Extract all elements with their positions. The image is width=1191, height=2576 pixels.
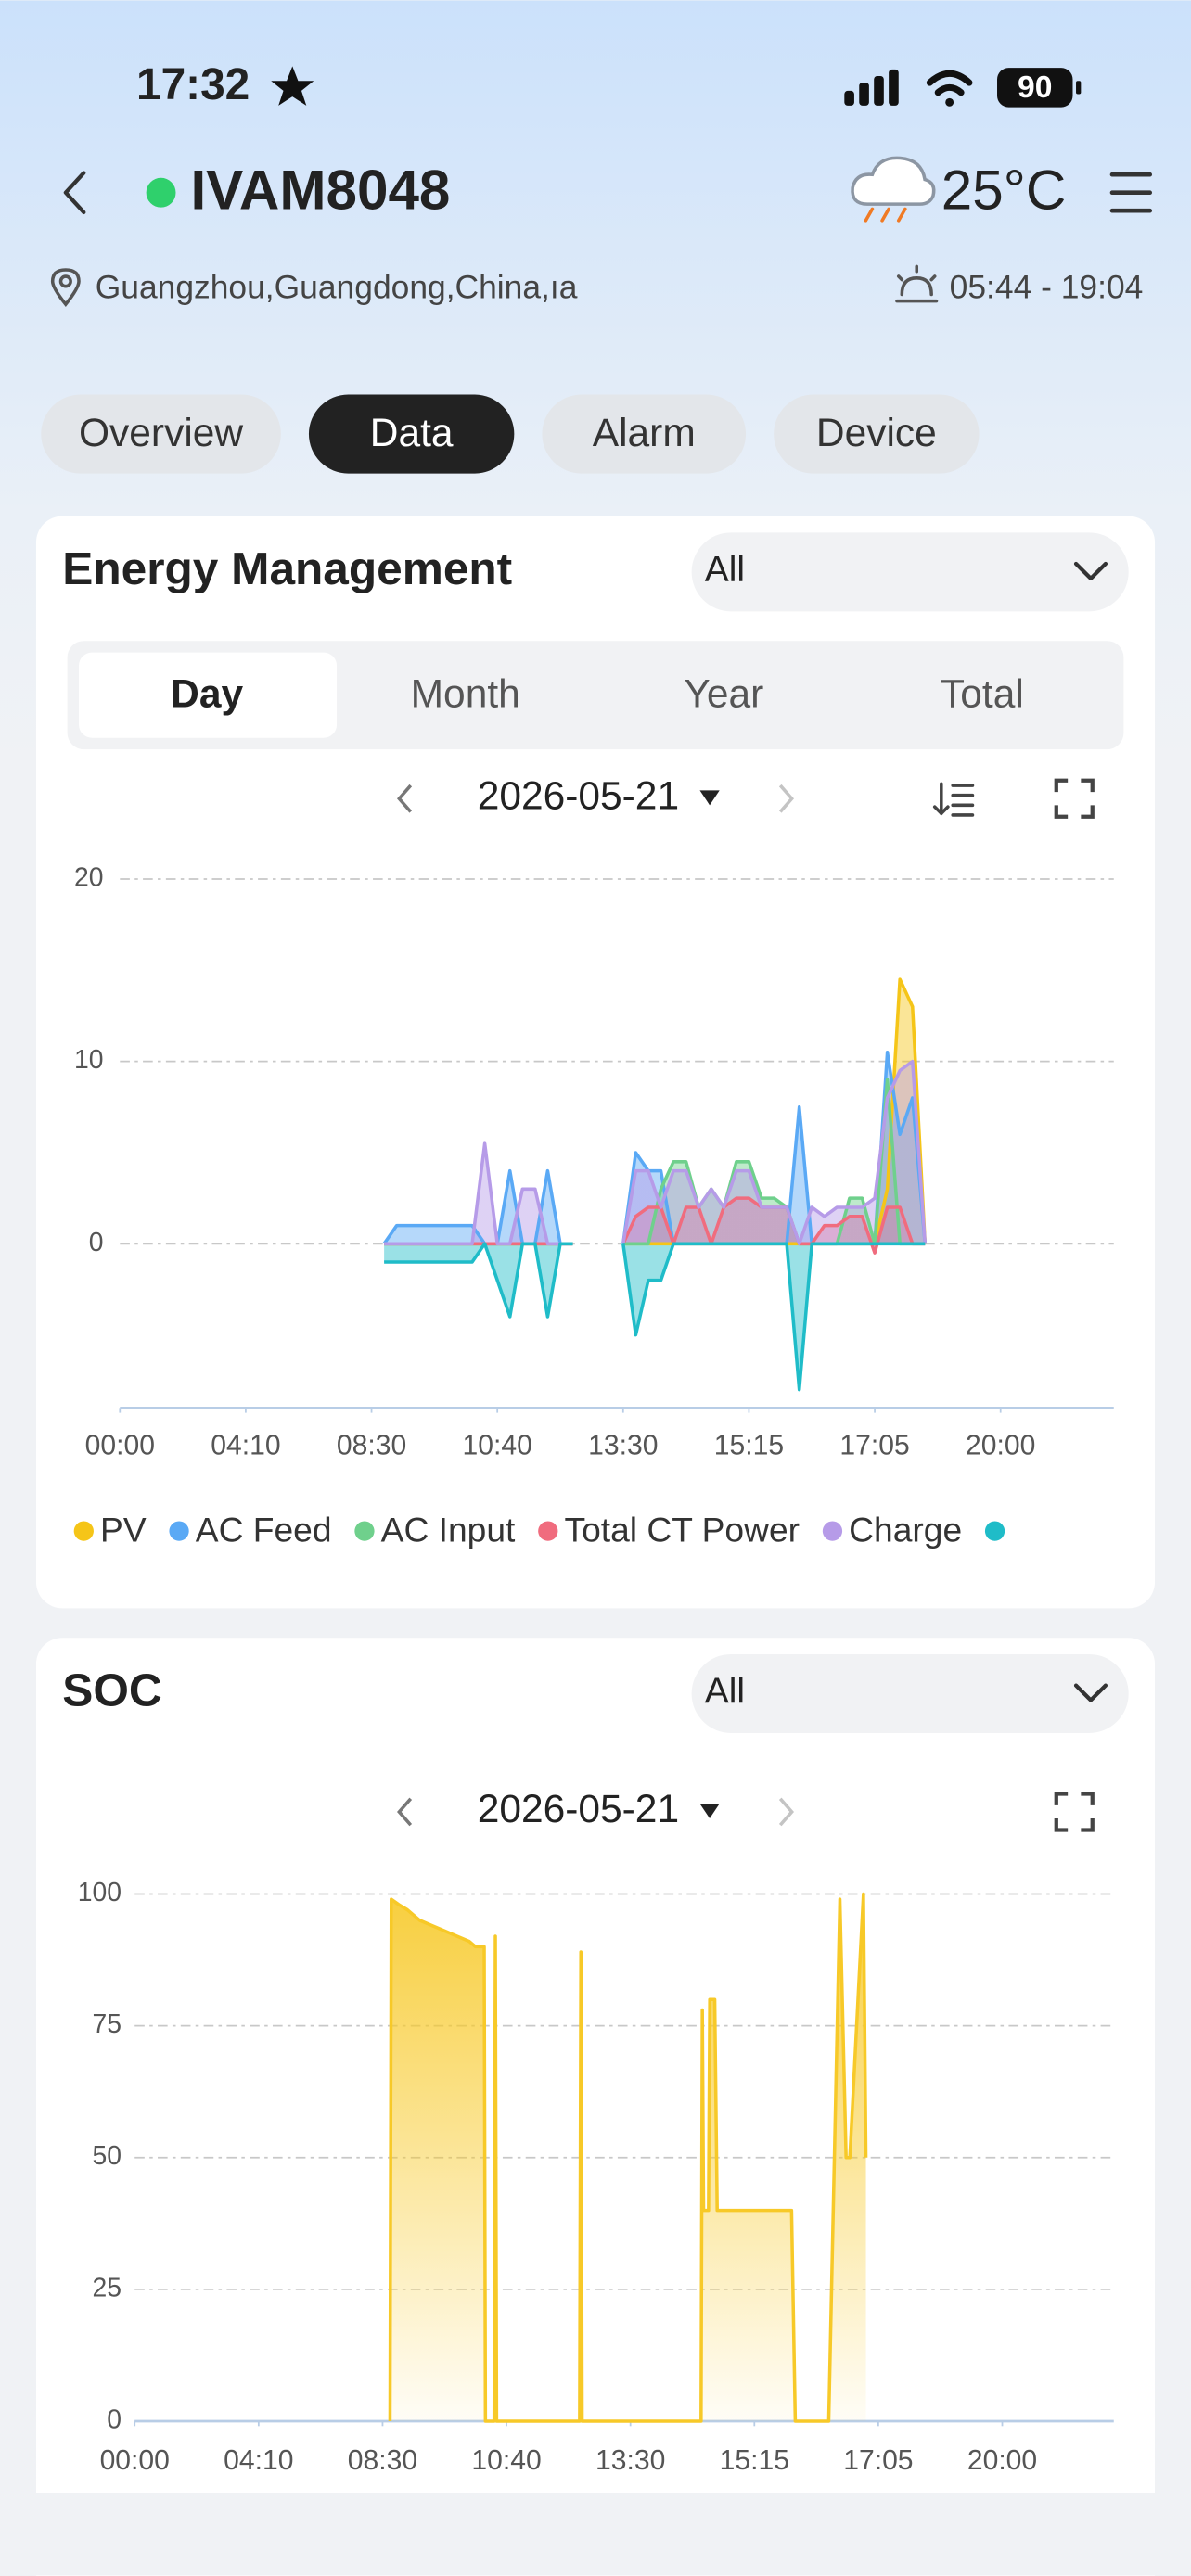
y-tick-label: 10 <box>74 1045 104 1075</box>
legend-label[interactable]: Charge <box>849 1511 962 1549</box>
x-tick-label: 04:10 <box>211 1431 280 1461</box>
legend-label[interactable]: Total CT Power <box>565 1511 800 1549</box>
area-fill <box>390 1894 866 2422</box>
y-tick-label: 75 <box>93 2009 122 2039</box>
x-tick-label: 04:10 <box>224 2445 293 2476</box>
x-tick-label: 00:00 <box>100 2445 170 2476</box>
y-tick-label: 100 <box>78 1878 122 1907</box>
wifi-icon <box>926 70 973 107</box>
prev-date[interactable] <box>397 784 413 813</box>
tab-label: Alarm <box>593 412 696 455</box>
y-tick-label: 0 <box>89 1228 104 1257</box>
period-tabs: Day Month Year Total <box>79 652 1024 738</box>
filter-dropdown[interactable] <box>691 1653 1129 1733</box>
tab-label: Device <box>816 412 937 455</box>
filter-value: All <box>705 550 745 590</box>
legend-marker[interactable] <box>538 1521 558 1541</box>
next-date[interactable] <box>778 1797 794 1827</box>
battery-icon <box>997 68 1073 108</box>
fullscreen-button[interactable] <box>1054 1792 1095 1832</box>
x-tick-label: 17:05 <box>839 1431 909 1461</box>
x-tick-label: 15:15 <box>720 2445 789 2476</box>
card-title: SOC <box>62 1664 161 1716</box>
x-tick-label: 20:00 <box>966 1431 1035 1461</box>
tab[interactable] <box>774 394 980 474</box>
y-tick-label: 50 <box>93 2141 122 2171</box>
card <box>35 1638 1156 2576</box>
y-tick-label: 20 <box>74 862 104 892</box>
bottom-area <box>0 2493 1191 2576</box>
date-picker-arrow <box>699 790 720 806</box>
x-tick-label: 08:30 <box>348 2445 417 2476</box>
series-line <box>384 1059 928 1246</box>
menu-button[interactable] <box>1109 172 1153 213</box>
x-tick-label: 08:30 <box>337 1431 406 1461</box>
location-icon <box>50 268 81 307</box>
x-tick-label: 13:30 <box>596 2445 665 2476</box>
tab[interactable] <box>308 394 515 474</box>
prev-date[interactable] <box>397 1797 413 1827</box>
period-tab-selected[interactable] <box>79 652 338 738</box>
tab-bar: Overview Data Alarm Device <box>41 394 980 474</box>
online-dot <box>146 177 176 208</box>
status-time: 17:32 <box>136 60 250 109</box>
sun-icon <box>895 264 939 303</box>
legend-label[interactable]: AC Feed <box>196 1511 332 1549</box>
series-line <box>384 1242 926 1392</box>
device-name: IVAM8048 <box>190 158 450 221</box>
area-fill <box>384 1243 926 1390</box>
weather-icon <box>851 156 936 223</box>
signal-icon <box>844 69 899 106</box>
legend-marker[interactable] <box>354 1521 375 1541</box>
period-tab[interactable]: Day <box>171 673 243 717</box>
star-icon <box>271 66 314 106</box>
date-picker-arrow <box>699 1804 720 1819</box>
x-tick-label: 13:30 <box>588 1431 658 1461</box>
period-tab[interactable]: Year <box>684 673 763 717</box>
series-line <box>388 1892 868 2423</box>
battery-nub <box>1076 81 1082 95</box>
period-tab[interactable]: Total <box>941 673 1024 717</box>
x-tick-label: 20:00 <box>967 2445 1037 2476</box>
y-tick-label: 0 <box>107 2404 122 2434</box>
back-button[interactable] <box>63 171 86 215</box>
tab[interactable] <box>41 394 281 474</box>
date[interactable]: 2026-05-21 <box>478 1788 679 1831</box>
filter-dropdown[interactable] <box>691 532 1129 612</box>
tab-label: Overview <box>79 412 243 455</box>
legend-marker[interactable] <box>169 1521 189 1541</box>
location: Guangzhou,Guangdong,China,ıa <box>96 269 578 306</box>
legend-label[interactable]: AC Input <box>381 1511 516 1549</box>
dropdown-chevron <box>1073 561 1108 581</box>
x-tick-label: 10:40 <box>463 1431 532 1461</box>
tab[interactable] <box>542 394 747 474</box>
sort-button[interactable] <box>932 782 975 817</box>
x-tick-label: 00:00 <box>85 1431 155 1461</box>
next-date[interactable] <box>778 784 794 813</box>
legend-marker[interactable] <box>73 1521 94 1541</box>
x-tick-label: 10:40 <box>471 2445 541 2476</box>
tab-label: Data <box>370 412 454 455</box>
temperature: 25°C <box>941 158 1067 221</box>
date[interactable]: 2026-05-21 <box>478 774 679 818</box>
filter-value: All <box>705 1672 745 1712</box>
card-title: Energy Management <box>62 542 512 594</box>
battery-level: 90 <box>1018 70 1052 105</box>
sun-times: 05:44 - 19:04 <box>950 269 1144 306</box>
period-tab[interactable]: Month <box>411 673 520 717</box>
x-tick-label: 17:05 <box>843 2445 913 2476</box>
fullscreen-button[interactable] <box>1054 778 1095 819</box>
legend-marker[interactable] <box>984 1521 1005 1541</box>
y-tick-label: 25 <box>93 2273 122 2302</box>
legend-label[interactable]: PV <box>100 1511 147 1549</box>
legend-marker[interactable] <box>822 1521 843 1541</box>
dropdown-chevron <box>1073 1683 1108 1702</box>
x-tick-label: 15:15 <box>714 1431 784 1461</box>
